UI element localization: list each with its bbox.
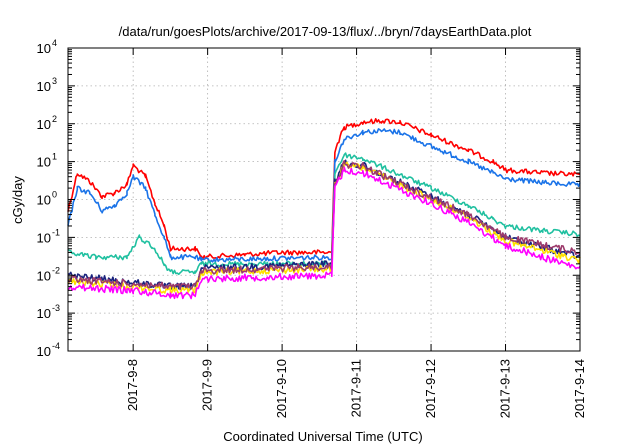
series-line [67, 161, 581, 295]
series-layer [67, 118, 581, 300]
y-tick-exponent: -1 [52, 227, 60, 237]
y-tick-label: 10 [37, 193, 51, 208]
series-line [67, 160, 581, 291]
y-tick-label: 10 [37, 344, 51, 359]
series-line [67, 118, 581, 260]
y-tick-exponent: 1 [52, 152, 57, 162]
x-axis-label: Coordinated Universal Time (UTC) [223, 429, 422, 444]
y-tick-label: 10 [37, 155, 51, 170]
y-tick-label: 10 [37, 117, 51, 132]
y-axis-label: cGy/day [10, 176, 25, 224]
x-tick-label: 2017-9-10 [274, 359, 289, 418]
x-tick-label: 2017-9-12 [423, 359, 438, 418]
y-tick-label: 10 [37, 268, 51, 283]
y-tick-exponent: 4 [52, 38, 57, 48]
y-tick-label: 10 [37, 41, 51, 56]
x-tick-label: 2017-9-14 [572, 359, 587, 418]
y-tick-label: 10 [37, 306, 51, 321]
y-tick-exponent: 0 [52, 190, 57, 200]
x-tick-label: 2017-9-9 [200, 359, 215, 411]
x-tick-label: 2017-9-13 [498, 359, 513, 418]
y-tick-exponent: -4 [52, 341, 60, 351]
chart-title: /data/run/goesPlots/archive/2017-09-13/f… [119, 24, 532, 39]
y-tick-label: 10 [37, 230, 51, 245]
y-tick-exponent: -2 [52, 265, 60, 275]
y-tick-exponent: 3 [52, 76, 57, 86]
y-tick-exponent: -3 [52, 303, 60, 313]
series-line [67, 128, 581, 264]
series-line [67, 166, 581, 300]
y-tick-exponent: 2 [52, 114, 57, 124]
grid [68, 48, 580, 351]
x-tick-label: 2017-9-8 [125, 359, 140, 411]
y-tick-label: 10 [37, 79, 51, 94]
x-tick-label: 2017-9-11 [349, 359, 364, 417]
